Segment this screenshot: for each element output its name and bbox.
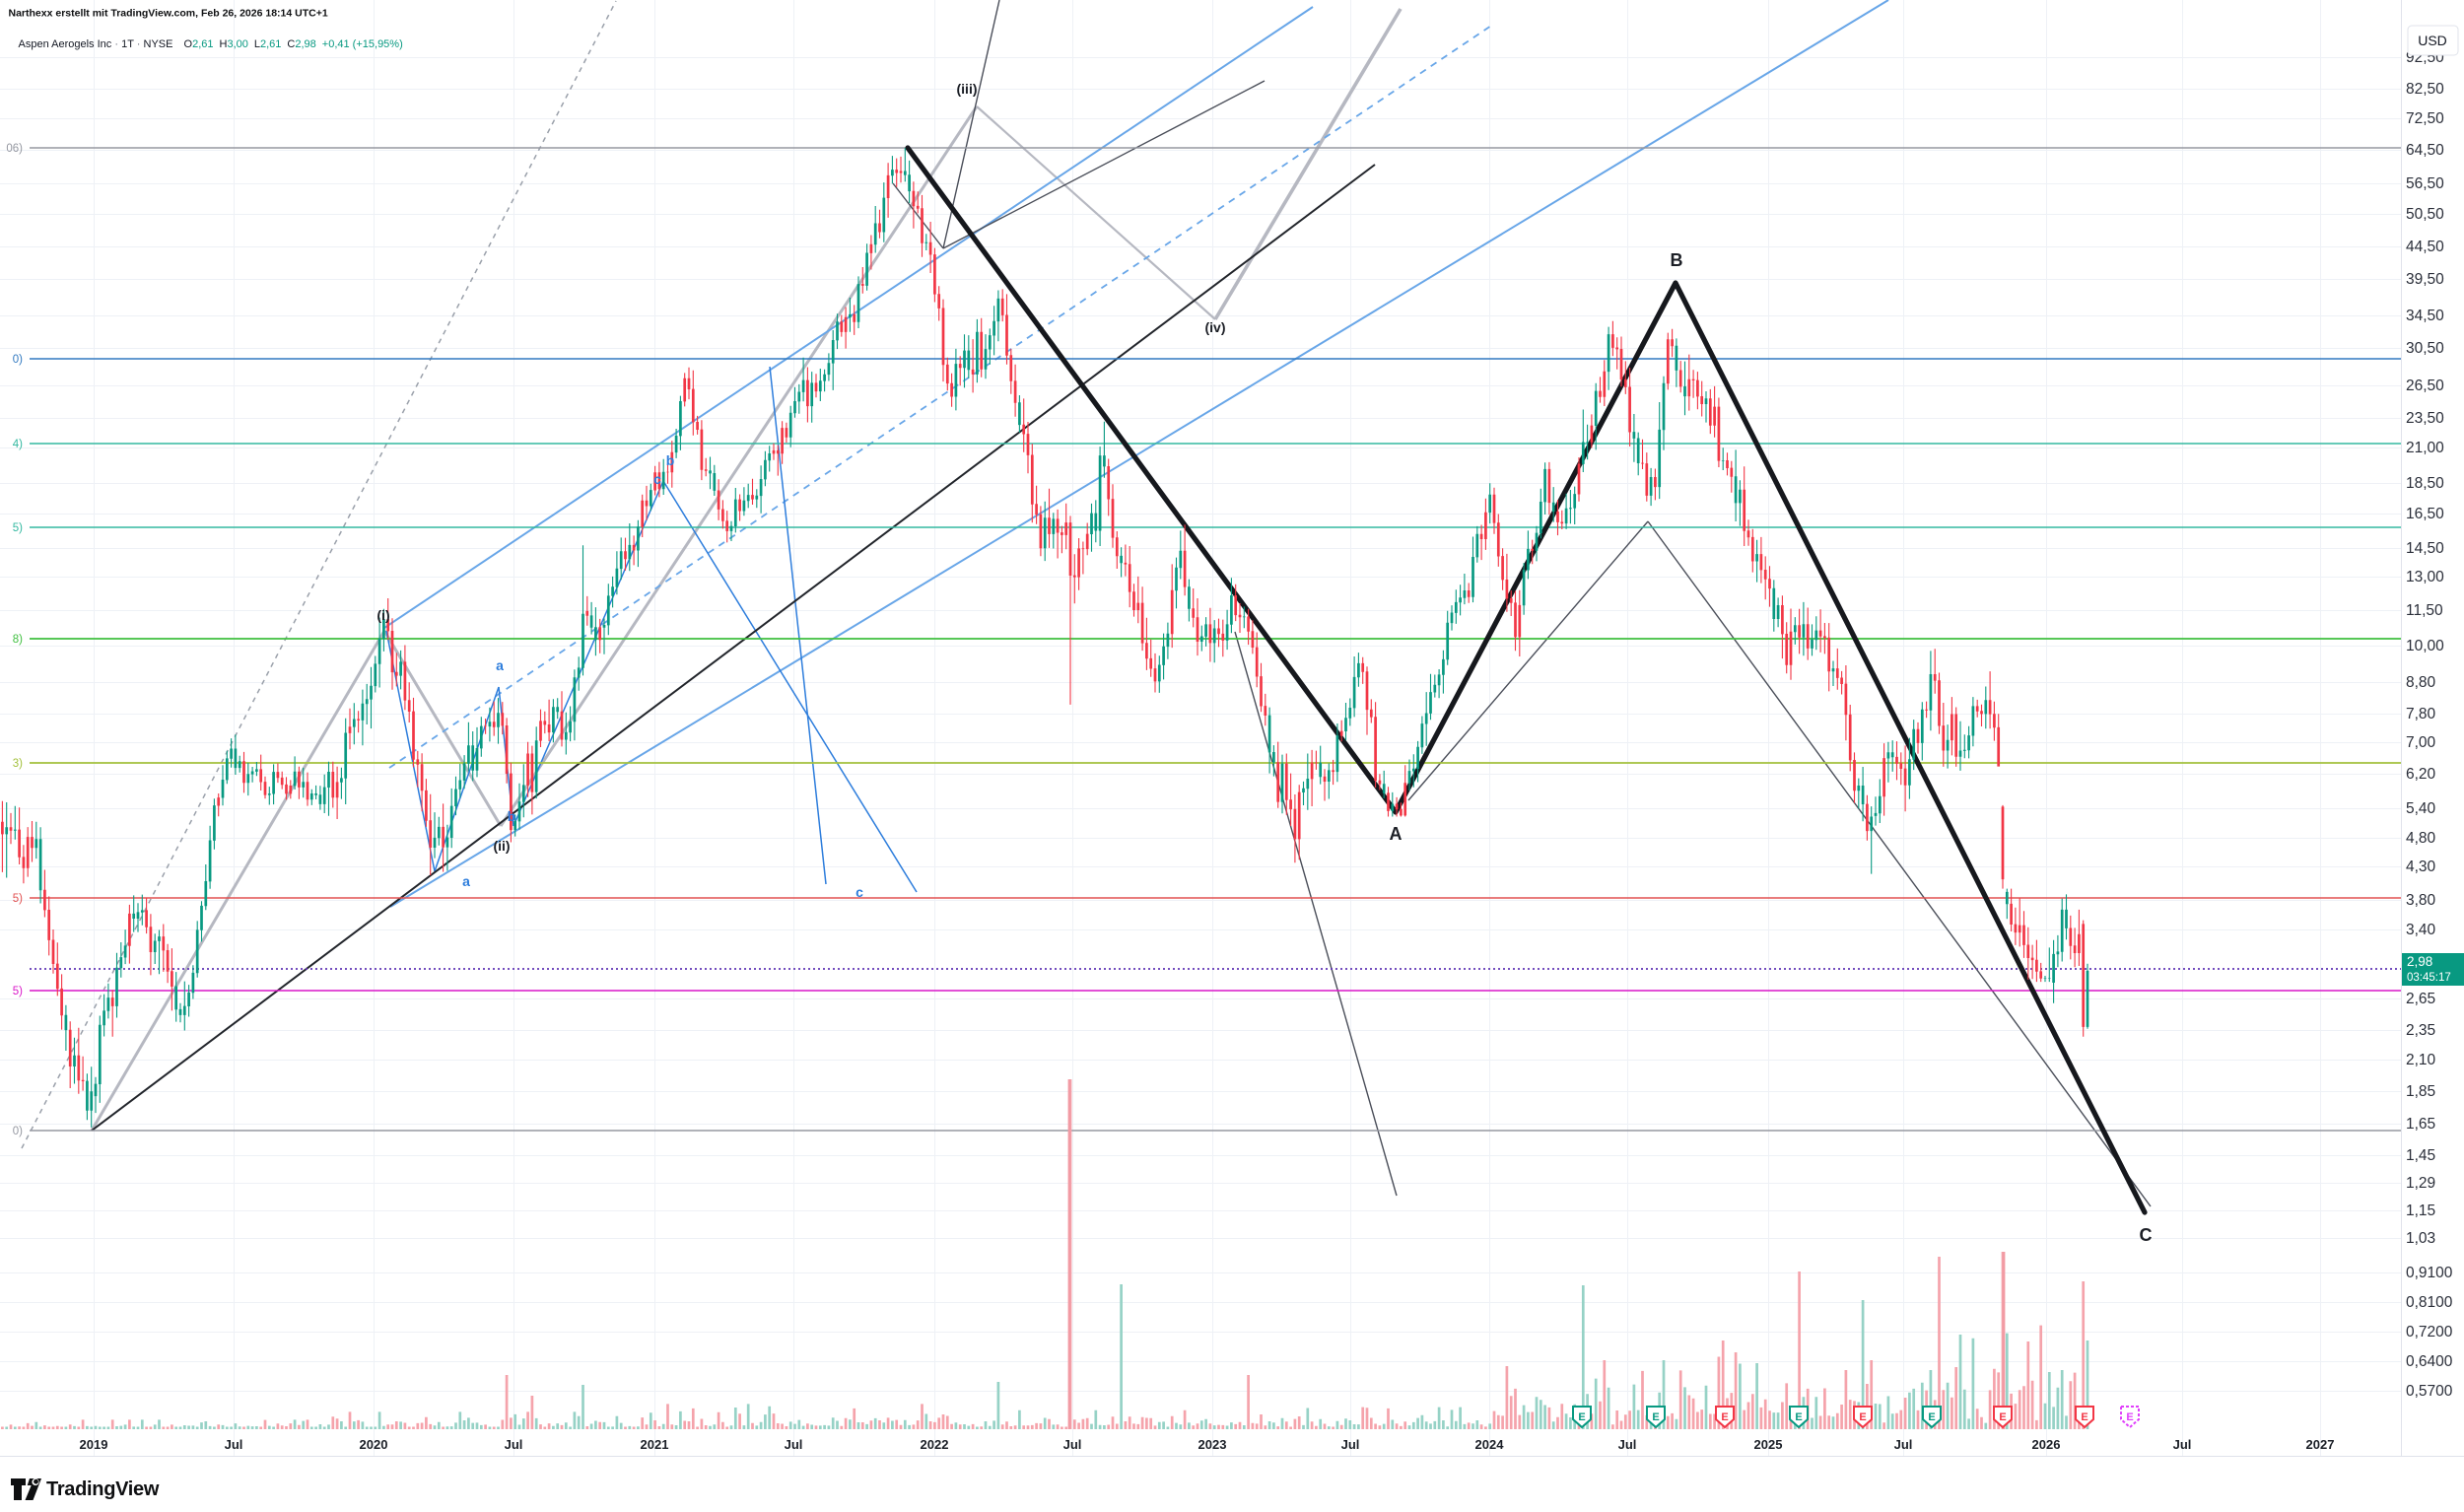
svg-text:23,50: 23,50 [2406,410,2444,427]
svg-text:2023: 2023 [1198,1437,1227,1452]
svg-text:c: c [856,884,863,900]
svg-text:2024: 2024 [1475,1437,1505,1452]
svg-text:E: E [2126,1411,2133,1423]
svg-text:E: E [1859,1411,1866,1423]
svg-text:16,50: 16,50 [2406,506,2444,522]
svg-text:82,50: 82,50 [2406,81,2444,98]
svg-text:0,6400: 0,6400 [2406,1353,2453,1370]
svg-text:4): 4) [13,439,23,450]
svg-text:2,65: 2,65 [2406,991,2435,1007]
svg-text:0): 0) [13,354,23,366]
svg-text:50,50: 50,50 [2406,206,2444,223]
svg-text:1,65: 1,65 [2406,1116,2435,1133]
svg-text:44,50: 44,50 [2406,239,2444,255]
svg-text:1,15: 1,15 [2406,1203,2435,1219]
svg-text:b: b [508,808,516,824]
svg-text:Jul: Jul [2173,1437,2192,1452]
svg-text:E: E [1795,1411,1802,1423]
svg-text:21,00: 21,00 [2406,440,2444,456]
svg-text:0,9100: 0,9100 [2406,1265,2453,1281]
svg-text:2019: 2019 [80,1437,108,1452]
svg-text:1,45: 1,45 [2406,1147,2435,1164]
svg-text:2026: 2026 [2032,1437,2061,1452]
svg-text:TradingView: TradingView [46,1478,160,1500]
svg-text:03:45:17: 03:45:17 [2407,972,2451,984]
svg-text:72,50: 72,50 [2406,110,2444,127]
svg-text:Aspen Aerogels Inc · 1T · NYSE: Aspen Aerogels Inc · 1T · NYSE O2,61 H3,0… [19,38,403,50]
svg-text:1,03: 1,03 [2406,1230,2435,1247]
svg-text:Jul: Jul [505,1437,523,1452]
svg-text:(iii): (iii) [957,81,978,97]
svg-text:3): 3) [13,758,23,770]
svg-text:E: E [1999,1411,2006,1423]
svg-text:Narthexx erstellt mit TradingV: Narthexx erstellt mit TradingView.com, F… [9,8,328,20]
svg-text:Jul: Jul [1618,1437,1637,1452]
svg-text:7,00: 7,00 [2406,734,2436,751]
svg-text:06): 06) [6,143,23,155]
svg-text:2,98: 2,98 [2407,954,2432,969]
svg-text:6,20: 6,20 [2406,766,2436,783]
svg-text:1,85: 1,85 [2406,1083,2435,1100]
svg-text:2020: 2020 [360,1437,388,1452]
svg-text:5): 5) [13,986,23,997]
svg-text:34,50: 34,50 [2406,308,2444,324]
svg-text:E: E [1928,1411,1935,1423]
svg-text:E: E [1578,1411,1585,1423]
svg-text:5,40: 5,40 [2406,800,2436,817]
svg-text:E: E [1721,1411,1728,1423]
svg-text:2021: 2021 [641,1437,669,1452]
svg-text:0,7200: 0,7200 [2406,1324,2453,1340]
svg-text:2022: 2022 [921,1437,949,1452]
svg-text:E: E [1652,1411,1659,1423]
svg-text:5): 5) [13,522,23,534]
svg-text:26,50: 26,50 [2406,378,2444,394]
svg-text:2,35: 2,35 [2406,1022,2435,1039]
svg-text:0,5700: 0,5700 [2406,1383,2453,1400]
svg-text:3,80: 3,80 [2406,892,2436,909]
svg-text:B: B [1671,250,1683,270]
svg-text:11,50: 11,50 [2406,602,2443,619]
svg-text:30,50: 30,50 [2406,340,2444,357]
svg-text:0): 0) [13,1126,23,1137]
svg-text:c: c [653,471,661,487]
svg-text:USD: USD [2418,33,2447,48]
svg-text:E: E [2081,1411,2088,1423]
svg-text:Jul: Jul [1063,1437,1082,1452]
svg-text:(i): (i) [376,607,389,623]
svg-text:(iv): (iv) [1205,319,1226,335]
svg-text:8,80: 8,80 [2406,674,2436,691]
svg-text:64,50: 64,50 [2406,142,2444,159]
svg-text:Jul: Jul [1894,1437,1913,1452]
svg-text:7,80: 7,80 [2406,706,2436,722]
svg-text:(ii): (ii) [493,838,510,854]
svg-text:3,40: 3,40 [2406,922,2436,938]
svg-text:b: b [666,452,675,468]
svg-text:A: A [1390,824,1403,844]
svg-text:Jul: Jul [785,1437,803,1452]
svg-text:Jul: Jul [1341,1437,1360,1452]
svg-text:4,80: 4,80 [2406,830,2436,847]
svg-text:2025: 2025 [1754,1437,1783,1452]
svg-text:14,50: 14,50 [2406,540,2444,557]
svg-text:13,00: 13,00 [2406,569,2444,585]
svg-text:2,10: 2,10 [2406,1052,2436,1068]
svg-text:18,50: 18,50 [2406,475,2444,492]
svg-text:8): 8) [13,634,23,646]
svg-text:39,50: 39,50 [2406,271,2444,288]
svg-text:0,8100: 0,8100 [2406,1294,2453,1311]
svg-text:a: a [462,873,470,889]
svg-text:a: a [496,657,504,673]
svg-text:Jul: Jul [225,1437,243,1452]
svg-text:5): 5) [13,893,23,905]
svg-text:10,00: 10,00 [2406,638,2444,654]
svg-text:C: C [2140,1225,2153,1245]
svg-text:2027: 2027 [2306,1437,2335,1452]
svg-text:1,29: 1,29 [2406,1175,2435,1192]
svg-text:56,50: 56,50 [2406,175,2444,192]
svg-text:4,30: 4,30 [2406,859,2436,875]
